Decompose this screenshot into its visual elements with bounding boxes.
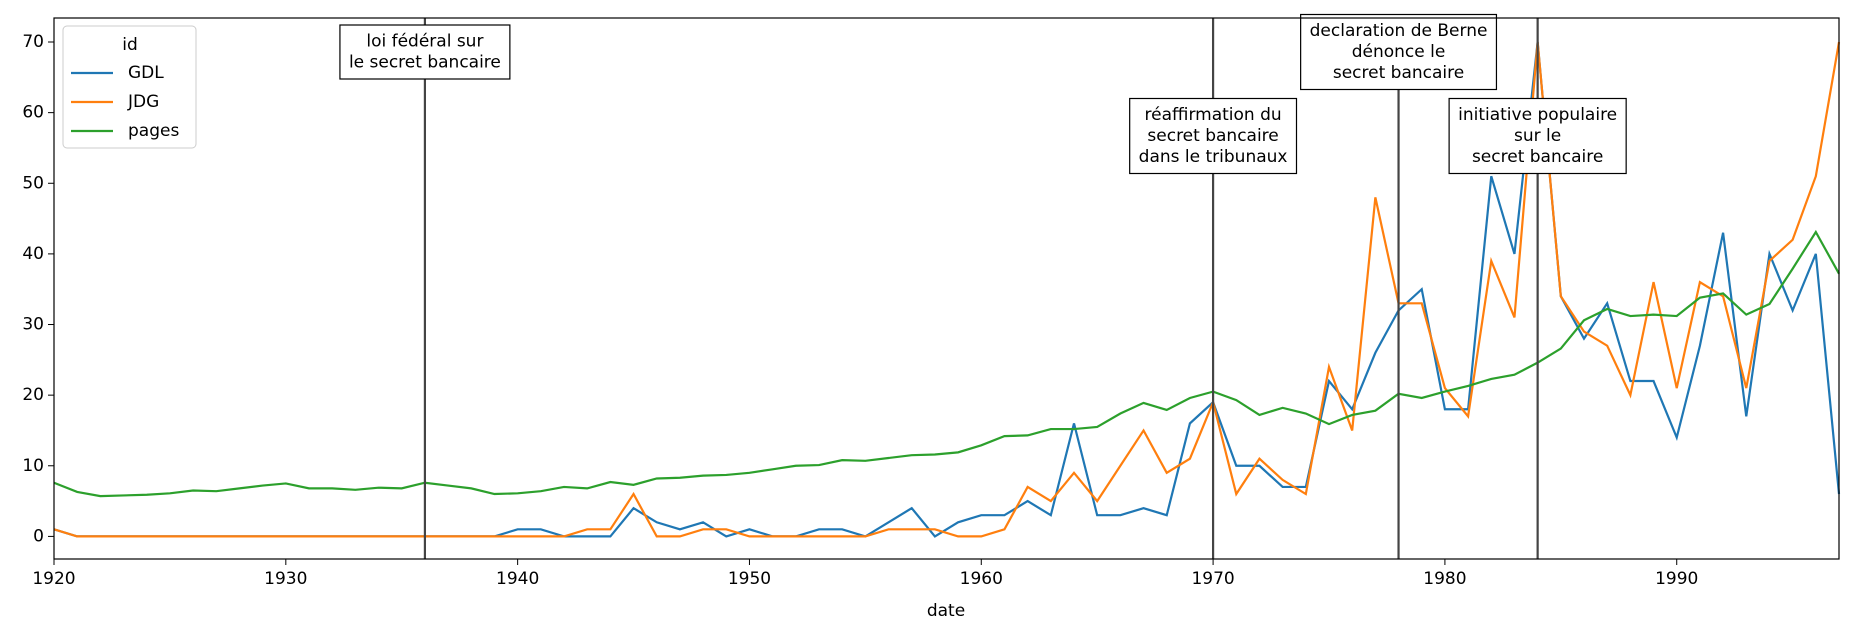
annotation-text: declaration de Berne (1310, 21, 1488, 41)
annotation-box (1300, 13, 1498, 91)
y-tick-label: 0 (33, 526, 44, 546)
y-tick-label: 20 (22, 385, 44, 405)
annotation-text: le secret bancaire (349, 53, 501, 73)
annotation-text: loi fédéral sur (366, 32, 483, 52)
annotation-text: secret bancaire (1147, 126, 1278, 146)
x-tick-label: 1960 (960, 569, 1003, 589)
annotation-text: dans le tribunaux (1139, 147, 1288, 167)
annotation-box (339, 24, 511, 80)
y-tick-label: 40 (22, 244, 44, 264)
x-axis-label: date (927, 601, 965, 621)
annotation-box (1448, 97, 1627, 175)
y-tick-label: 60 (22, 103, 44, 123)
y-tick-label: 30 (22, 315, 44, 335)
x-tick-label: 1990 (1655, 569, 1698, 589)
y-tick-label: 10 (22, 456, 44, 476)
x-tick-label: 1940 (496, 569, 539, 589)
annotation-text: secret bancaire (1472, 147, 1603, 167)
legend-label: JDG (127, 92, 159, 112)
legend-title: id (122, 35, 138, 55)
legend-label: GDL (128, 63, 164, 83)
data-line (53, 41, 1841, 538)
annotation-text: initiative populaire (1458, 105, 1617, 125)
annotation-text: réaffirmation du (1145, 105, 1282, 125)
x-tick-label: 1970 (1191, 569, 1234, 589)
data-line (53, 229, 1840, 498)
legend-box (62, 25, 197, 149)
plot-frame (53, 17, 1840, 560)
annotation-text: sur le (1514, 126, 1561, 146)
x-tick-label: 1920 (32, 569, 75, 589)
annotation-text: secret bancaire (1333, 63, 1464, 83)
x-tick-label: 1980 (1423, 569, 1466, 589)
y-tick-label: 70 (22, 32, 44, 52)
x-tick-label: 1950 (728, 569, 771, 589)
annotation-box (1129, 97, 1298, 175)
annotation-text: dénonce le (1352, 42, 1446, 62)
legend-label: pages (128, 121, 179, 141)
y-tick-label: 50 (22, 173, 44, 193)
x-tick-label: 1930 (264, 569, 307, 589)
